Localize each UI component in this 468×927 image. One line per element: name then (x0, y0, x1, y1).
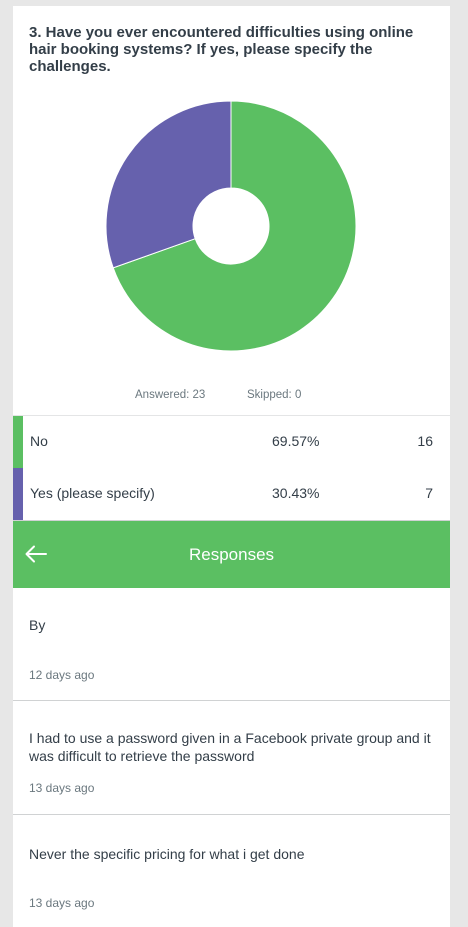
response-text: Never the specific pricing for what i ge… (29, 846, 305, 862)
result-row-yes: Yes (please specify) 30.43% 7 (13, 468, 450, 521)
legend-swatch-no (13, 416, 23, 468)
question-card: 3. Have you ever encountered difficultie… (13, 6, 450, 927)
answer-count: 7 (425, 485, 433, 501)
response-stats: Answered: 23 Skipped: 0 (13, 387, 450, 405)
pie-slice-no[interactable] (112, 101, 357, 352)
response-text: By (29, 617, 46, 633)
result-row-no: No 69.57% 16 (13, 415, 450, 469)
arrow-left-icon (25, 545, 47, 563)
answer-percent: 69.57% (272, 433, 320, 449)
donut-chart (105, 101, 357, 352)
pie-slice-yes-please-specify[interactable] (105, 101, 232, 269)
back-button[interactable] (21, 539, 51, 569)
response-item[interactable]: I had to use a password given in a Faceb… (13, 701, 450, 815)
response-time: 12 days ago (29, 668, 95, 682)
answer-label: Yes (please specify) (30, 485, 155, 501)
responses-header: Responses (13, 521, 450, 588)
skipped-count: Skipped: 0 (247, 389, 302, 401)
response-item[interactable]: By 12 days ago (13, 588, 450, 701)
legend-swatch-yes (13, 468, 23, 520)
answered-count: Answered: 23 (135, 389, 206, 401)
response-time: 13 days ago (29, 896, 95, 910)
answer-label: No (30, 433, 48, 449)
answer-count: 16 (417, 433, 433, 449)
response-text: I had to use a password given in a Faceb… (29, 730, 431, 764)
question-title: 3. Have you ever encountered difficultie… (29, 24, 414, 75)
answer-percent: 30.43% (272, 485, 320, 501)
response-time: 13 days ago (29, 781, 95, 795)
responses-title: Responses (188, 545, 275, 564)
response-item[interactable]: Never the specific pricing for what i ge… (13, 815, 450, 927)
